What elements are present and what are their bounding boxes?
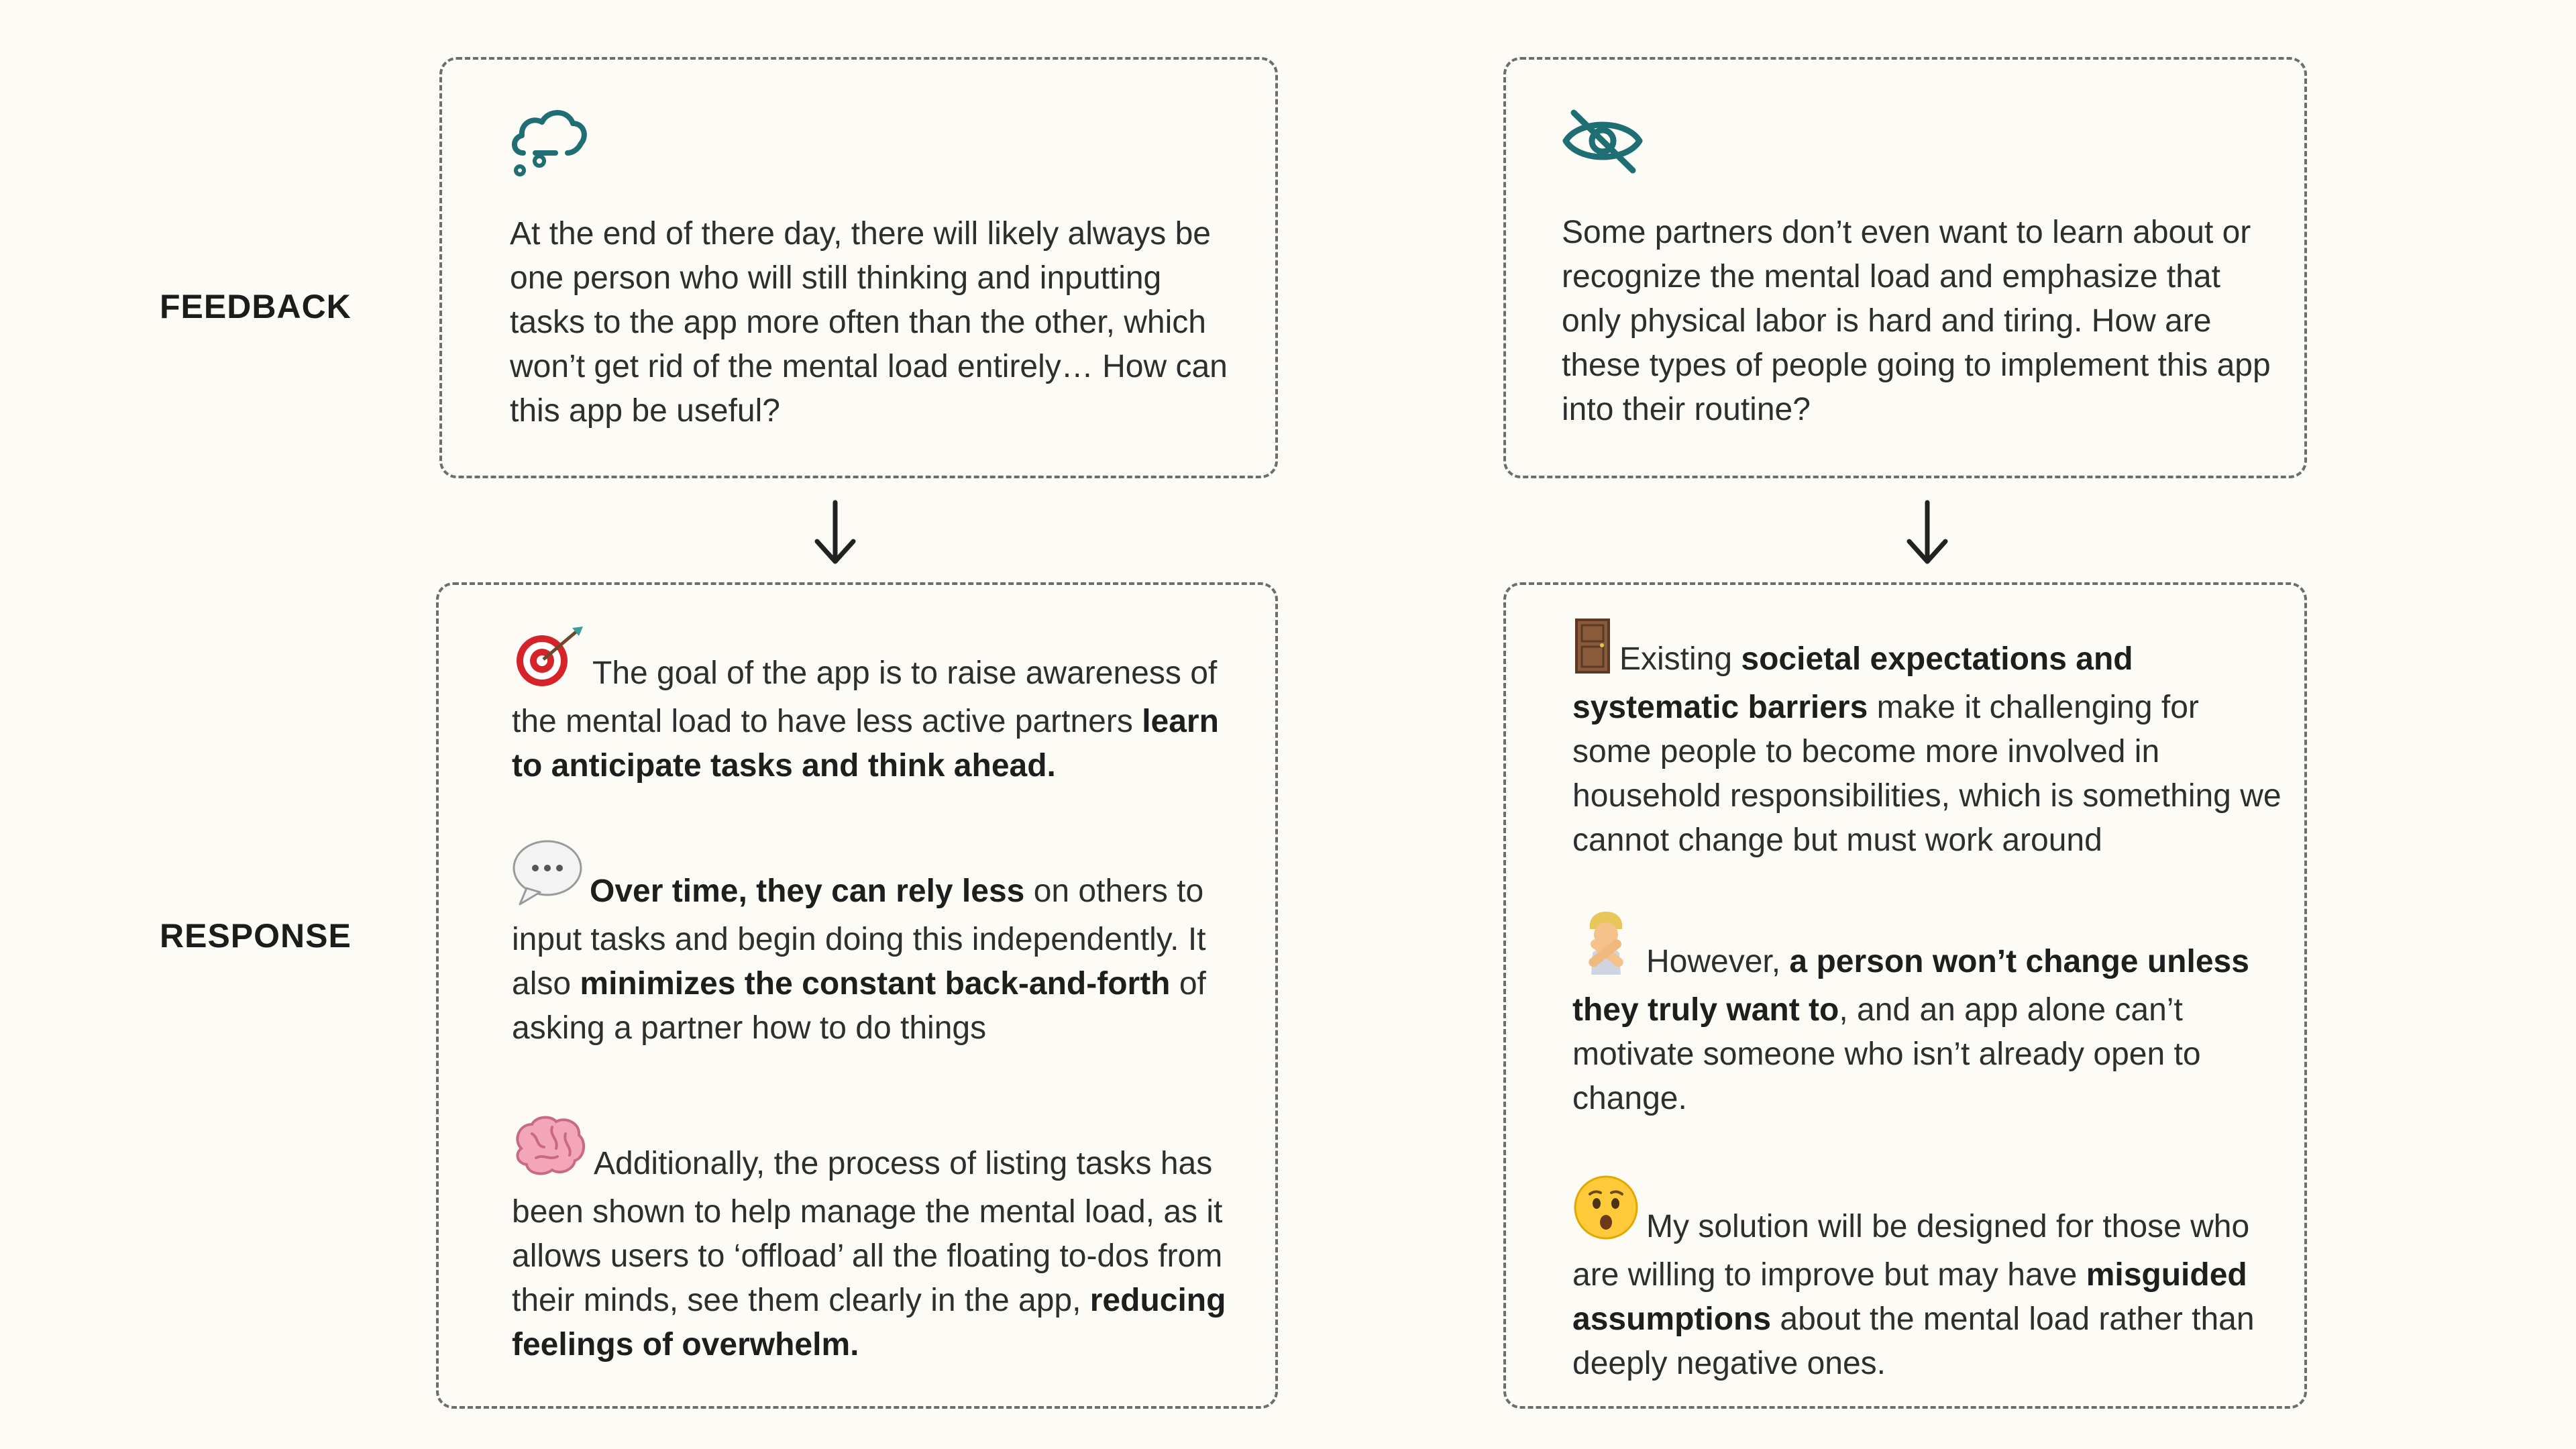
response-right-2-text-b: , and an app alone can’t motivate someon… <box>1572 992 2201 1116</box>
response-left-2-text-b: of asking a partner how to do things <box>512 966 1206 1046</box>
response-right-item-1: Existing societal expectations and syste… <box>1572 617 2284 863</box>
response-right-2-text-a: However, <box>1646 944 1790 979</box>
brain-emoji-icon <box>512 1114 587 1190</box>
response-right-1-bold-a: societal expectations and systematic bar… <box>1572 641 2133 725</box>
door-emoji-icon <box>1572 617 1613 686</box>
eye-off-icon <box>1559 107 1646 178</box>
response-left-1-text-a: The goal of the app is to raise awarenes… <box>512 655 1218 739</box>
speech-bubble-emoji-icon <box>512 839 583 918</box>
response-right-3-text-a: My solution will be designed for those w… <box>1572 1209 2250 1293</box>
response-right-3-bold-a: misguided assumptions <box>1572 1257 2247 1337</box>
response-left-item-3: Additionally, the process of listing tas… <box>512 1114 1236 1367</box>
hushed-face-emoji-icon <box>1572 1174 1640 1253</box>
feedback-text-right: Some partners don’t even want to learn a… <box>1562 215 2271 427</box>
response-right-item-3: My solution will be designed for those w… <box>1572 1174 2284 1386</box>
response-row-label: RESPONSE <box>160 917 352 955</box>
feedback-card-left <box>439 57 1278 478</box>
feedback-text-left: At the end of there day, there will like… <box>510 216 1228 429</box>
response-right-3-text-b: about the mental load rather than deeply… <box>1572 1301 2255 1381</box>
person-gesturing-no-emoji-icon <box>1572 909 1640 988</box>
response-right-2-bold-a: a person won’t change unless they truly … <box>1572 944 2249 1028</box>
feedback-row-label: FEEDBACK <box>160 288 352 325</box>
response-card-left <box>436 582 1278 1409</box>
response-left-1-bold-a: learn to anticipate tasks and think ahea… <box>512 704 1219 784</box>
response-left-item-2: Over time, they can rely less on others … <box>512 839 1236 1051</box>
response-right-1-text-a: Existing <box>1619 641 1741 677</box>
response-right-1-text-b: make it challenging for some people to b… <box>1572 690 2282 858</box>
response-left-2-bold-a: Over time, they can rely less <box>590 873 1025 909</box>
cloud-thought-icon <box>508 101 589 181</box>
response-card-right <box>1503 582 2307 1409</box>
feedback-card-right <box>1503 57 2307 478</box>
target-emoji-icon <box>512 624 586 700</box>
response-right-item-2: However, a person won’t change unless th… <box>1572 909 2284 1121</box>
response-left-item-1: The goal of the app is to raise awarenes… <box>512 624 1236 788</box>
response-left-2-text-a: on others to input tasks and begin doing… <box>512 873 1206 1002</box>
response-left-2-bold-b: minimizes the constant back-and-forth <box>580 966 1171 1002</box>
response-left-3-bold-a: reducing feelings of overwhelm. <box>512 1283 1226 1362</box>
response-left-3-text-a: Additionally, the process of listing tas… <box>512 1146 1223 1318</box>
down-arrow-icon <box>814 500 856 564</box>
down-arrow-icon <box>1907 500 1948 564</box>
